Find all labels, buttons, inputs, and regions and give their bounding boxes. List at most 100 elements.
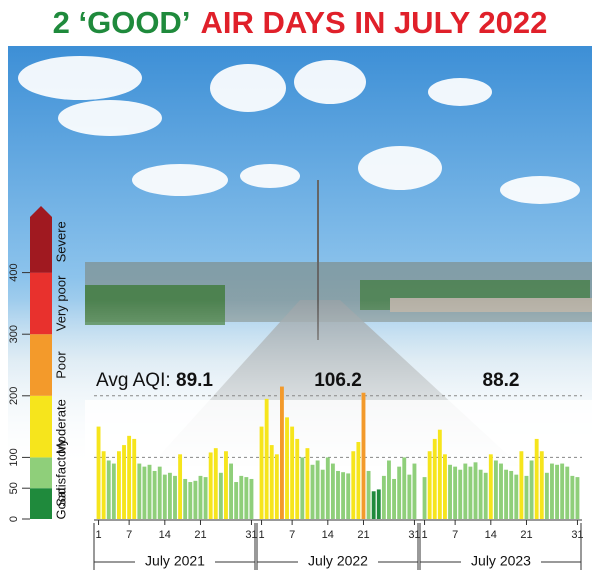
bar (473, 462, 478, 519)
bar (193, 480, 198, 519)
bar (412, 463, 417, 519)
bar (514, 474, 519, 519)
bar (422, 477, 427, 519)
bar (432, 438, 437, 519)
x-tick-label: 7 (289, 529, 295, 541)
bar (142, 466, 147, 519)
bar (162, 474, 167, 519)
bar (539, 451, 544, 519)
bar (224, 451, 228, 519)
bar (111, 463, 116, 519)
bar (442, 454, 447, 519)
bar (453, 466, 458, 519)
y-tick-label: 300 (8, 325, 20, 343)
bar (381, 475, 386, 519)
bar (519, 451, 524, 519)
bar (325, 457, 330, 519)
x-tick-label: 31 (571, 529, 583, 541)
x-tick-label: 1 (95, 529, 101, 541)
bar (320, 469, 325, 519)
x-tick-label: 14 (159, 529, 171, 541)
bar (560, 463, 565, 519)
bar (259, 426, 264, 519)
bar (346, 473, 351, 519)
bar (106, 460, 111, 519)
bar (366, 470, 371, 519)
bar (218, 472, 223, 519)
bar (575, 477, 580, 519)
group-label-bg (135, 553, 215, 571)
x-tick-label: 31 (408, 529, 420, 541)
scale-band (30, 334, 52, 396)
x-tick-label: 21 (357, 529, 369, 541)
bar (463, 463, 468, 519)
bar (493, 460, 498, 519)
scale-band (30, 395, 52, 458)
band-label: Satisfactory (53, 438, 68, 506)
title-part: AIR DAYS IN JULY 2022 (200, 5, 547, 40)
bar (244, 477, 249, 519)
band-label: Moderate (53, 399, 68, 454)
bar (132, 438, 137, 519)
avg-value: 89.1 (176, 370, 213, 391)
bar (336, 470, 340, 519)
bar (524, 475, 529, 519)
bar (147, 464, 152, 519)
bar (483, 472, 488, 519)
y-tick-label: 200 (8, 387, 20, 405)
y-tick-label: 400 (8, 263, 20, 281)
avg-label: Avg AQI: (96, 370, 171, 391)
group-label: July 2021 (145, 553, 205, 569)
x-tick-label: 7 (452, 529, 458, 541)
bar (96, 426, 101, 519)
bar (458, 469, 463, 519)
band-label: Good (53, 488, 68, 520)
x-tick-label: 31 (245, 529, 257, 541)
bar (361, 392, 366, 519)
bar (295, 438, 300, 519)
bar (173, 475, 177, 519)
chart-title: 2 ‘GOOD’ AIR DAYS IN JULY 2022 (53, 5, 548, 40)
group-label-bg (461, 553, 541, 571)
bar (402, 457, 407, 519)
x-tick-label: 21 (520, 529, 532, 541)
scale-band (30, 488, 52, 519)
bar (264, 398, 269, 519)
y-tick-label: 50 (8, 482, 20, 494)
x-tick-label: 14 (322, 529, 334, 541)
photo-background (8, 46, 592, 530)
bar (290, 426, 295, 519)
x-tick-label: 1 (421, 529, 427, 541)
bar (550, 463, 554, 519)
bar (544, 472, 549, 519)
bar (198, 475, 203, 519)
bar (229, 463, 234, 519)
bar (300, 457, 305, 519)
bar (239, 475, 244, 519)
band-label: Poor (53, 351, 68, 379)
bar (127, 435, 132, 519)
group-label-bg (298, 553, 378, 571)
bar (448, 464, 452, 519)
bar (427, 451, 432, 519)
bar (529, 460, 534, 519)
bar (152, 470, 157, 519)
bar (101, 451, 106, 519)
x-tick-label: 1 (258, 529, 264, 541)
bar (488, 454, 493, 519)
band-label: Severe (53, 221, 68, 262)
bar (351, 451, 356, 519)
bar (376, 489, 381, 519)
title-part: 2 ‘GOOD’ (53, 5, 191, 40)
bar (274, 454, 279, 519)
bar (157, 466, 162, 519)
group-label: July 2022 (308, 553, 368, 569)
bar (565, 466, 570, 519)
bar (269, 445, 274, 519)
bar (249, 478, 254, 519)
bar (315, 460, 320, 519)
bar (356, 442, 361, 519)
avg-value: 106.2 (314, 370, 362, 391)
bar (188, 482, 193, 519)
